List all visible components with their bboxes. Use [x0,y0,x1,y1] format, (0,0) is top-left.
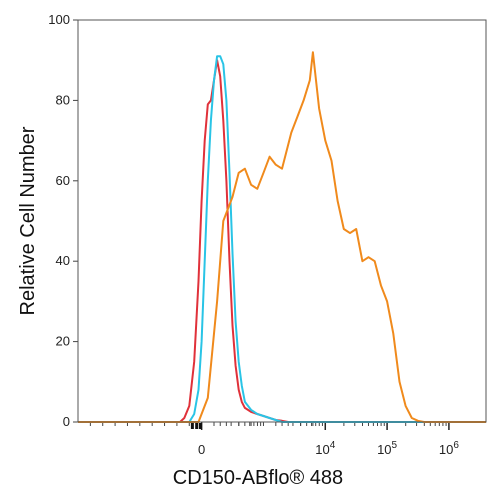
series-line-orange [78,51,486,423]
x-axis-ticks: 0 104 105 106 [89,422,459,457]
y-axis-title: Relative Cell Number [17,126,39,315]
series-line-red [78,59,486,423]
x-tick-label-1: 104 [315,440,335,457]
plot-frame [77,19,487,423]
x-zero-marker [195,423,199,429]
x-tick-label-3: 106 [439,440,459,457]
x-zero-marker [198,423,202,429]
y-tick-label-20: 20 [56,334,70,349]
series-layer [78,51,486,423]
y-tick-label-100: 100 [48,12,70,27]
y-axis-ticks: 0 20 40 60 80 100 [48,12,78,429]
x-zero-marker [190,423,194,429]
y-tick-label-60: 60 [56,173,70,188]
y-tick-label-40: 40 [56,253,70,268]
x-axis-title: CD150-ABflo® 488 [173,467,343,489]
x-tick-label-0: 0 [198,442,205,457]
x-tick-label-2: 105 [377,440,397,457]
series-line-cyan [78,55,486,423]
y-tick-label-0: 0 [63,414,70,429]
y-tick-label-80: 80 [56,92,70,107]
